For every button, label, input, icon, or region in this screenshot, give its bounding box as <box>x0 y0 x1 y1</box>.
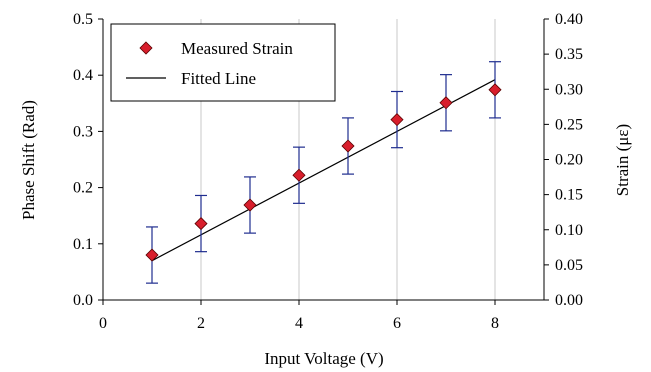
y-right-tick-label: 0.25 <box>555 116 583 133</box>
y-left-tick-label: 0.0 <box>73 292 93 309</box>
legend-marker-diamond <box>139 41 153 55</box>
data-point-diamond <box>292 168 306 182</box>
x-tick-label: 0 <box>99 315 107 332</box>
series-layer <box>145 61 502 284</box>
data-point-diamond <box>145 248 159 262</box>
data-point-diamond <box>390 113 404 127</box>
data-point-diamond <box>439 96 453 110</box>
data-point-diamond <box>488 83 502 97</box>
y-right-tick-label: 0.20 <box>555 152 583 169</box>
y-left-tick-label: 0.5 <box>73 11 93 28</box>
ticks-layer: 0 2 4 6 8 0.0 0.1 0.2 0.3 0.4 0.5 0.00 0.05 0.10 0.15 0… <box>73 11 583 332</box>
legend-label-measured-strain: Measured Strain <box>181 39 293 58</box>
y-axis-left-label: Phase Shift (Rad) <box>19 100 38 220</box>
legend-label-fitted-line: Fitted Line <box>181 69 256 88</box>
data-point-diamond <box>194 217 208 231</box>
y-right-tick-label: 0.40 <box>555 11 583 28</box>
legend: Measured Strain Fitted Line <box>110 23 336 102</box>
y-right-tick-label: 0.35 <box>555 46 583 63</box>
data-point-diamond <box>341 139 355 153</box>
y-left-tick-label: 0.3 <box>73 123 93 140</box>
y-axis-right-label: Strain (με) <box>613 124 632 196</box>
data-point-diamond <box>243 198 257 212</box>
y-left-tick-label: 0.2 <box>73 180 93 197</box>
y-left-tick-label: 0.4 <box>73 67 93 84</box>
fitted-line <box>151 79 496 262</box>
x-tick-label: 8 <box>491 315 499 332</box>
x-tick-label: 4 <box>295 315 303 332</box>
x-axis-label: Input Voltage (V) <box>264 349 383 368</box>
y-right-tick-label: 0.10 <box>555 222 583 239</box>
legend-box <box>110 23 336 102</box>
y-right-tick-label: 0.05 <box>555 257 583 274</box>
x-tick-label: 2 <box>197 315 205 332</box>
y-right-tick-label: 0.30 <box>555 81 583 98</box>
y-right-tick-label: 0.00 <box>555 292 583 309</box>
y-left-tick-label: 0.1 <box>73 236 93 253</box>
x-tick-label: 6 <box>393 315 401 332</box>
y-right-tick-label: 0.15 <box>555 187 583 204</box>
